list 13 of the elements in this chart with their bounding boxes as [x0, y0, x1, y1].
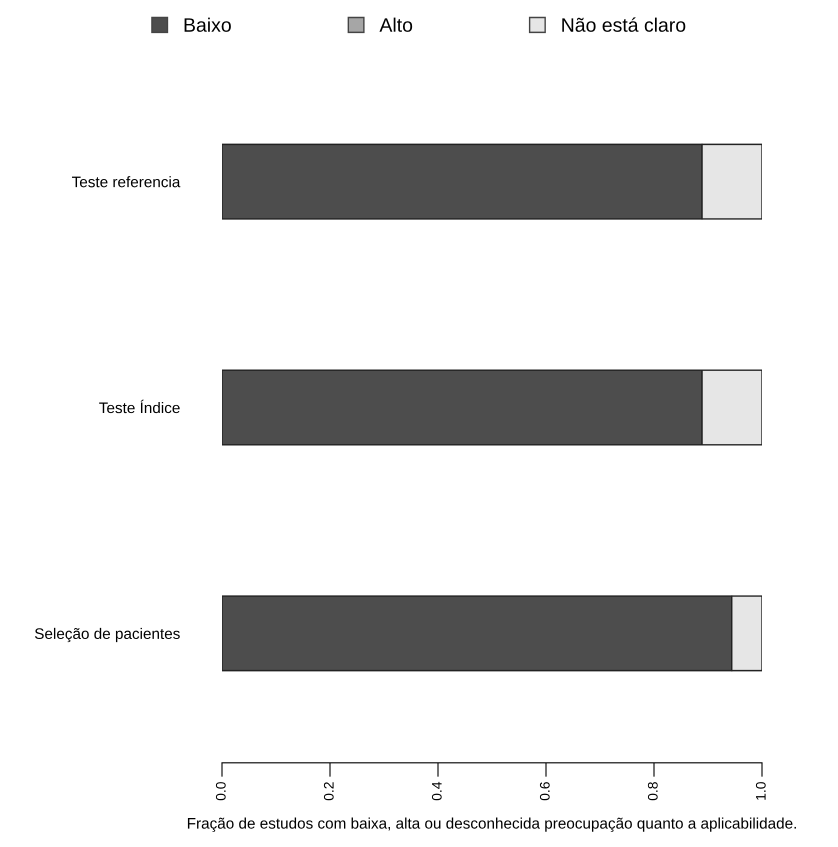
y-tick-label: Teste referencia [72, 176, 180, 188]
y-tick-label: Seleção de pacientes [34, 628, 180, 642]
y-tick-label: Teste Índice [99, 400, 180, 414]
legend-label: Baixo [184, 18, 231, 32]
legend-label: Não está claro [562, 17, 686, 32]
x-tick-label: 0.8 [648, 782, 658, 800]
x-tick-label: 0.4 [432, 782, 442, 800]
x-axis-title: Fração de estudos com baixa, alta ou desconhecida preocupação quanto a aplicabilidade. [188, 818, 796, 832]
x-tick-label: 0.2 [324, 782, 334, 800]
x-tick-label: 0.0 [216, 782, 226, 800]
x-tick-label: 0.6 [540, 782, 550, 800]
legend-label: Alto [379, 18, 412, 32]
x-tick-label: 1.0 [756, 782, 766, 800]
